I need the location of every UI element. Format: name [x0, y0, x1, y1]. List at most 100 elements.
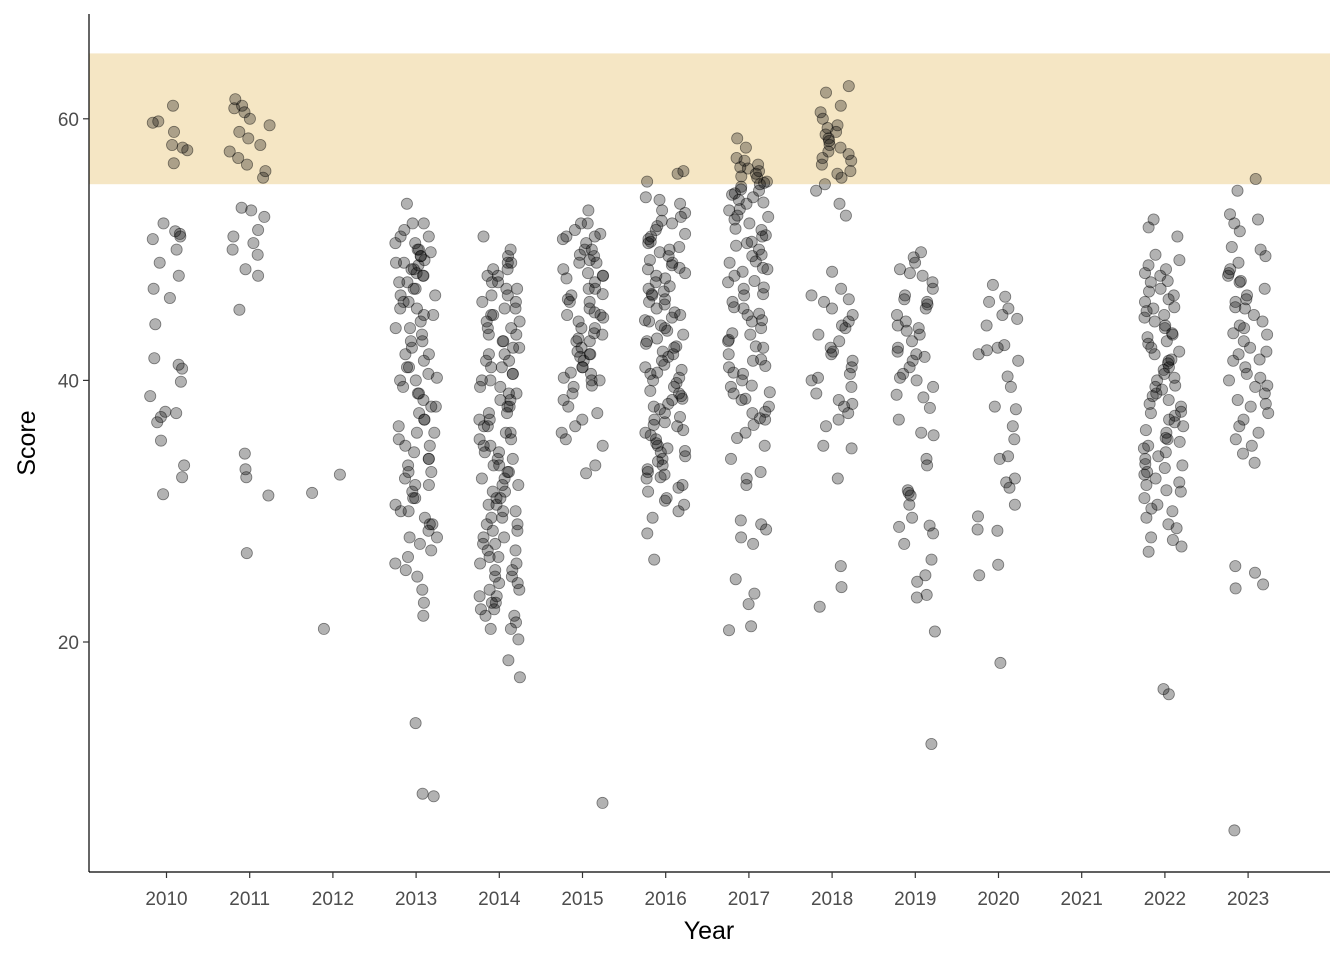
- data-point-2015: [560, 272, 573, 285]
- data-point-2016: [652, 455, 665, 468]
- data-point-2020: [991, 341, 1004, 354]
- data-point-2022: [1161, 274, 1174, 287]
- data-point-2015: [573, 248, 586, 261]
- data-point-2022: [1139, 267, 1152, 280]
- data-point-2013: [394, 289, 407, 302]
- data-point-2016: [668, 380, 681, 393]
- data-point-2017: [733, 203, 746, 216]
- data-point-2017: [761, 263, 774, 276]
- data-point-2016: [645, 288, 658, 301]
- data-point-2018: [831, 472, 844, 485]
- data-point-2016: [644, 235, 657, 248]
- data-point-2012: [306, 486, 319, 499]
- data-point-2016: [671, 167, 684, 180]
- data-point-2018: [816, 112, 829, 125]
- data-point-2010: [144, 390, 157, 403]
- data-point-2016: [659, 293, 672, 306]
- data-point-2023: [1229, 560, 1242, 573]
- data-point-2018: [832, 393, 845, 406]
- data-point-2016: [673, 387, 686, 400]
- data-point-2014: [501, 289, 514, 302]
- data-point-2023: [1229, 433, 1242, 446]
- data-point-2022: [1142, 221, 1155, 234]
- data-point-2019: [903, 498, 916, 511]
- data-point-2020: [986, 278, 999, 291]
- data-point-2010: [149, 318, 162, 331]
- data-point-2017: [728, 187, 741, 200]
- data-point-2016: [658, 358, 671, 371]
- data-point-2010: [153, 256, 166, 269]
- data-point-2014: [509, 616, 522, 629]
- data-point-2023: [1254, 371, 1267, 384]
- data-point-2011: [238, 106, 251, 119]
- data-point-2011: [238, 447, 251, 460]
- data-point-2015: [583, 302, 596, 315]
- data-point-2022: [1166, 327, 1179, 340]
- data-point-2018: [821, 122, 834, 135]
- data-point-2018: [833, 197, 846, 210]
- data-point-2020: [972, 348, 985, 361]
- data-point-2011: [235, 201, 248, 214]
- data-point-2014: [498, 472, 511, 485]
- data-point-2023: [1240, 293, 1253, 306]
- data-point-2022: [1149, 380, 1162, 393]
- data-point-2016: [644, 384, 657, 397]
- data-point-2017: [728, 269, 741, 282]
- data-point-2019: [891, 308, 904, 321]
- data-point-2013: [412, 243, 425, 256]
- data-point-2016: [679, 450, 692, 463]
- data-point-2018: [835, 171, 848, 184]
- data-point-2022: [1147, 302, 1160, 315]
- data-point-2019: [927, 527, 940, 540]
- data-point-2013: [422, 452, 435, 465]
- data-point-2018: [814, 106, 827, 119]
- data-point-2019: [909, 256, 922, 269]
- data-point-2023: [1237, 413, 1250, 426]
- data-point-2014: [504, 622, 517, 635]
- data-point-2017: [727, 366, 740, 379]
- data-point-2010: [152, 115, 165, 128]
- data-point-2017: [739, 426, 752, 439]
- data-point-2016: [653, 246, 666, 259]
- data-point-2017: [745, 235, 758, 248]
- data-point-2010: [167, 157, 180, 170]
- data-point-2010: [181, 144, 194, 157]
- data-point-2013: [392, 420, 405, 433]
- data-point-2018: [818, 178, 831, 191]
- data-point-2010: [172, 358, 185, 371]
- data-point-2010: [166, 138, 179, 151]
- data-point-2014: [481, 544, 494, 557]
- data-point-2015: [557, 393, 570, 406]
- data-point-2023: [1245, 439, 1258, 452]
- data-point-2016: [651, 332, 664, 345]
- data-point-2023: [1228, 217, 1241, 230]
- data-point-2018: [822, 132, 835, 145]
- data-point-2013: [422, 230, 435, 243]
- data-point-2016: [658, 416, 671, 429]
- data-point-2022: [1151, 498, 1164, 511]
- data-point-2011: [243, 112, 256, 125]
- data-point-2023: [1239, 361, 1252, 374]
- data-point-2014: [480, 315, 493, 328]
- data-point-2016: [641, 527, 654, 540]
- data-point-2014: [481, 269, 494, 282]
- data-point-2014: [494, 492, 507, 505]
- data-point-2013: [418, 511, 431, 524]
- data-point-2015: [581, 217, 594, 230]
- data-point-2014: [482, 328, 495, 341]
- data-point-2016: [656, 459, 669, 472]
- data-point-2014: [505, 570, 518, 583]
- data-point-2019: [917, 391, 930, 404]
- data-point-2013: [389, 237, 402, 250]
- data-point-2010: [170, 243, 183, 256]
- data-point-2013: [409, 237, 422, 250]
- data-point-2013: [424, 246, 437, 259]
- data-point-2023: [1229, 301, 1242, 314]
- data-point-2013: [401, 276, 414, 289]
- data-point-2017: [736, 374, 749, 387]
- data-point-2022: [1146, 390, 1159, 403]
- data-point-2022: [1158, 461, 1171, 474]
- data-point-2013: [412, 387, 425, 400]
- data-point-2022: [1162, 357, 1175, 370]
- data-point-2018: [844, 165, 857, 178]
